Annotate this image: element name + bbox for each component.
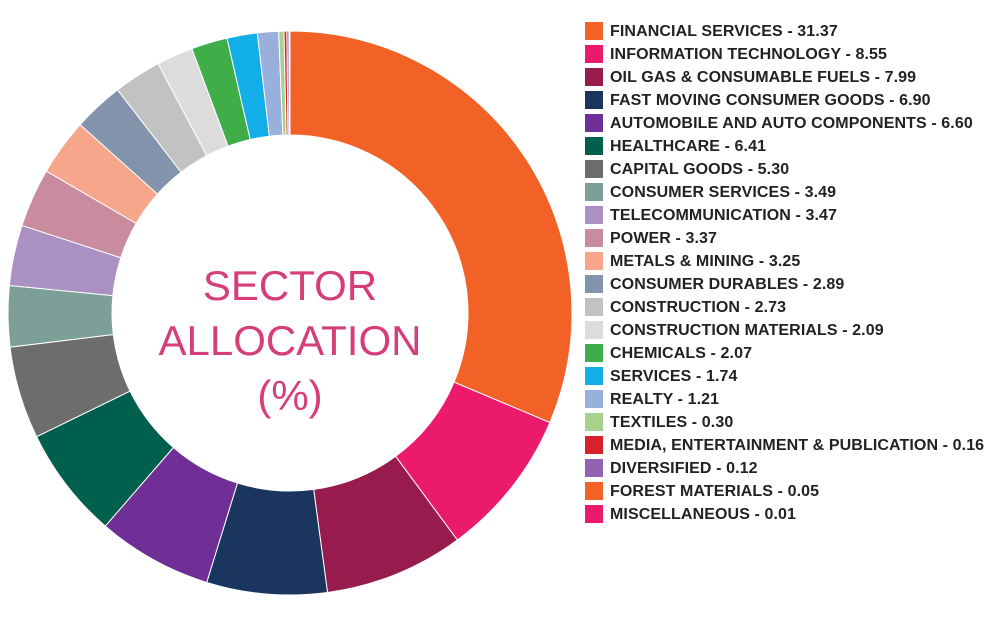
legend-swatch: [585, 45, 603, 63]
legend-label: FOREST MATERIALS - 0.05: [610, 483, 820, 500]
legend-label: CAPITAL GOODS - 5.30: [610, 161, 790, 178]
legend-label: CONSUMER SERVICES - 3.49: [610, 184, 837, 201]
legend-label: FINANCIAL SERVICES - 31.37: [610, 23, 838, 40]
legend-label: SERVICES - 1.74: [610, 368, 738, 385]
legend-label: METALS & MINING - 3.25: [610, 253, 801, 270]
legend-swatch: [585, 367, 603, 385]
legend-label: INFORMATION TECHNOLOGY - 8.55: [610, 46, 887, 63]
legend-swatch: [585, 252, 603, 270]
legend-item: METALS & MINING - 3.25: [585, 250, 1000, 273]
legend-item: CAPITAL GOODS - 5.30: [585, 158, 1000, 181]
legend-label: CONSTRUCTION - 2.73: [610, 299, 787, 316]
legend-label: FAST MOVING CONSUMER GOODS - 6.90: [610, 92, 931, 109]
legend-swatch: [585, 413, 603, 431]
legend-item: INFORMATION TECHNOLOGY - 8.55: [585, 43, 1000, 66]
legend-label: MISCELLANEOUS - 0.01: [610, 506, 797, 523]
legend-label: TELECOMMUNICATION - 3.47: [610, 207, 838, 224]
legend-label: REALTY - 1.21: [610, 391, 720, 408]
legend-label: HEALTHCARE - 6.41: [610, 138, 767, 155]
legend-item: SERVICES - 1.74: [585, 365, 1000, 388]
legend-label: MEDIA, ENTERTAINMENT & PUBLICATION - 0.1…: [610, 437, 985, 454]
legend-item: AUTOMOBILE AND AUTO COMPONENTS - 6.60: [585, 112, 1000, 135]
center-title-line-1: SECTOR: [203, 262, 377, 309]
donut-chart: SECTOR ALLOCATION (%): [7, 30, 573, 596]
center-title-line-3: (%): [257, 372, 322, 419]
legend-label: OIL GAS & CONSUMABLE FUELS - 7.99: [610, 69, 917, 86]
legend-swatch: [585, 505, 603, 523]
legend-item: MISCELLANEOUS - 0.01: [585, 503, 1000, 526]
legend-label: CONSTRUCTION MATERIALS - 2.09: [610, 322, 884, 339]
legend-swatch: [585, 459, 603, 477]
legend-label: CHEMICALS - 2.07: [610, 345, 753, 362]
legend-label: TEXTILES - 0.30: [610, 414, 734, 431]
donut-slice-0: [289, 30, 573, 424]
legend-item: POWER - 3.37: [585, 227, 1000, 250]
legend-item: TEXTILES - 0.30: [585, 411, 1000, 434]
legend-item: DIVERSIFIED - 0.12: [585, 457, 1000, 480]
legend-label: POWER - 3.37: [610, 230, 718, 247]
legend-item: FAST MOVING CONSUMER GOODS - 6.90: [585, 89, 1000, 112]
legend-item: REALTY - 1.21: [585, 388, 1000, 411]
center-title-line-2: ALLOCATION: [159, 317, 422, 364]
donut-slices: [7, 30, 573, 596]
legend-label: DIVERSIFIED - 0.12: [610, 460, 758, 477]
legend-item: CONSUMER SERVICES - 3.49: [585, 181, 1000, 204]
legend-swatch: [585, 390, 603, 408]
legend-swatch: [585, 298, 603, 316]
legend-item: OIL GAS & CONSUMABLE FUELS - 7.99: [585, 66, 1000, 89]
legend-swatch: [585, 229, 603, 247]
legend-label: AUTOMOBILE AND AUTO COMPONENTS - 6.60: [610, 115, 973, 132]
legend-swatch: [585, 275, 603, 293]
legend-item: CHEMICALS - 2.07: [585, 342, 1000, 365]
legend-swatch: [585, 321, 603, 339]
legend-swatch: [585, 91, 603, 109]
legend-item: TELECOMMUNICATION - 3.47: [585, 204, 1000, 227]
legend-swatch: [585, 482, 603, 500]
legend-item: CONSTRUCTION - 2.73: [585, 296, 1000, 319]
legend-swatch: [585, 22, 603, 40]
legend-item: CONSUMER DURABLES - 2.89: [585, 273, 1000, 296]
chart-legend: FINANCIAL SERVICES - 31.37 INFORMATION TE…: [585, 20, 1000, 526]
legend-swatch: [585, 114, 603, 132]
legend-swatch: [585, 137, 603, 155]
legend-item: CONSTRUCTION MATERIALS - 2.09: [585, 319, 1000, 342]
legend-swatch: [585, 160, 603, 178]
legend-label: CONSUMER DURABLES - 2.89: [610, 276, 845, 293]
legend-item: FOREST MATERIALS - 0.05: [585, 480, 1000, 503]
legend-swatch: [585, 68, 603, 86]
legend-item: FINANCIAL SERVICES - 31.37: [585, 20, 1000, 43]
legend-swatch: [585, 183, 603, 201]
legend-swatch: [585, 206, 603, 224]
legend-item: HEALTHCARE - 6.41: [585, 135, 1000, 158]
legend-swatch: [585, 344, 603, 362]
legend-item: MEDIA, ENTERTAINMENT & PUBLICATION - 0.1…: [585, 434, 1000, 457]
legend-swatch: [585, 436, 603, 454]
